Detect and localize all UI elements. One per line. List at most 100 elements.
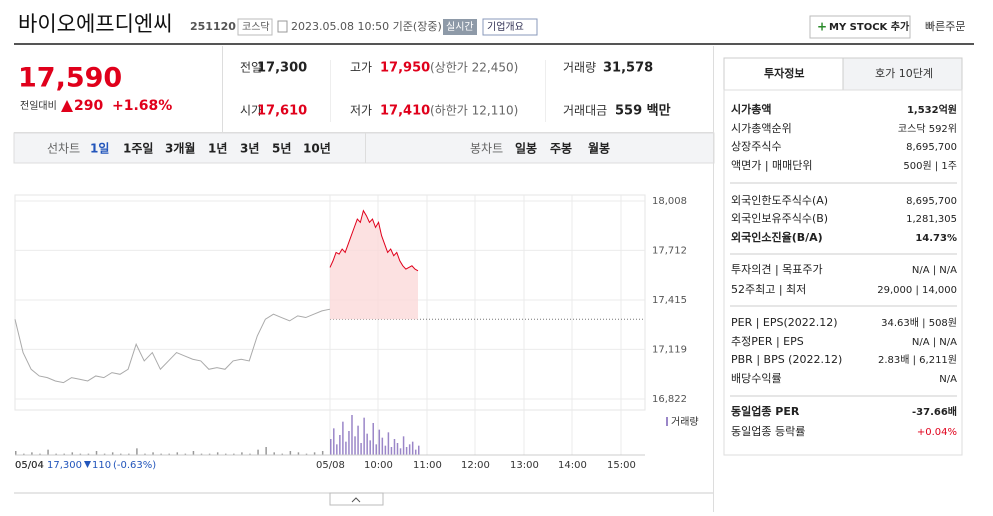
y-tick-label: 17,712 bbox=[652, 245, 687, 256]
volume-bar bbox=[55, 453, 57, 455]
volume-bar bbox=[396, 443, 399, 455]
quote-label: 저가 bbox=[350, 104, 372, 118]
side-label: 배당수익률 bbox=[731, 372, 782, 385]
side-tab-label[interactable]: 호가 10단계 bbox=[875, 67, 933, 80]
quick-order[interactable]: 빠른주문 bbox=[925, 20, 965, 33]
volume-bar bbox=[321, 451, 324, 455]
quote-value: 17,950 bbox=[380, 61, 430, 76]
volume-bar bbox=[200, 453, 203, 455]
volume-bar bbox=[47, 449, 49, 455]
line bbox=[14, 308, 331, 384]
volume-bar bbox=[369, 440, 371, 455]
x-tick-label: 05/08 bbox=[316, 460, 345, 471]
divider bbox=[222, 46, 223, 132]
volume-bar bbox=[144, 453, 146, 455]
volume-bar bbox=[408, 444, 411, 455]
tab[interactable]: 1년 bbox=[208, 142, 227, 156]
volume-bar bbox=[225, 453, 227, 455]
side-tab[interactable] bbox=[842, 57, 963, 91]
quote-value: 17,410 bbox=[380, 104, 430, 119]
side-label: 시가총액 bbox=[731, 102, 771, 116]
volume-bar bbox=[31, 452, 33, 455]
button[interactable] bbox=[809, 15, 911, 39]
company-button[interactable]: 기업개요 bbox=[487, 20, 524, 33]
volume-bar bbox=[351, 415, 353, 455]
tab-label: 봉차트 bbox=[470, 142, 503, 156]
side-value: 29,000 | 14,000 bbox=[877, 285, 957, 296]
tab[interactable]: 월봉 bbox=[588, 141, 610, 156]
volume-bar bbox=[381, 437, 384, 455]
divider bbox=[365, 133, 366, 163]
side-label: 상장주식수 bbox=[731, 140, 782, 153]
button[interactable] bbox=[482, 18, 538, 36]
volume-bar bbox=[289, 451, 292, 455]
volume-bar bbox=[366, 433, 368, 455]
side-label: 시가총액순위 bbox=[731, 122, 792, 135]
volume-bar bbox=[393, 439, 396, 455]
quote-value: 17,610 bbox=[257, 104, 307, 119]
divider bbox=[14, 43, 974, 45]
side-label: 52주최고 | 최저 bbox=[731, 283, 806, 296]
volume-bar bbox=[249, 453, 251, 455]
tab[interactable]: 일봉 bbox=[515, 142, 537, 156]
volume-bar bbox=[241, 452, 243, 455]
change: 290 bbox=[74, 98, 103, 114]
legend-swatch bbox=[666, 417, 668, 426]
volume-bar bbox=[405, 447, 408, 455]
tab[interactable]: 1주일 bbox=[123, 142, 153, 156]
tab[interactable]: 주봉 bbox=[550, 142, 572, 156]
tab[interactable]: 10년 bbox=[303, 142, 331, 156]
volume-bar bbox=[152, 452, 154, 455]
tab[interactable]: 3개월 bbox=[165, 141, 195, 156]
side-label: PER | EPS(2022.12) bbox=[731, 316, 838, 329]
y-tick-label: 17,415 bbox=[652, 295, 687, 306]
tab[interactable]: 3년 bbox=[240, 142, 259, 156]
volume-bar bbox=[345, 441, 347, 455]
down-arrow bbox=[84, 461, 91, 468]
side-value: +0.04% bbox=[917, 427, 957, 438]
mystock-button[interactable]: MY STOCK 추가 bbox=[829, 20, 910, 33]
volume-bar bbox=[192, 451, 195, 455]
quote-label: 거래대금 bbox=[563, 104, 607, 118]
volume-bar bbox=[305, 453, 308, 455]
volume-bar bbox=[136, 448, 138, 455]
volume-bar bbox=[399, 448, 402, 455]
side-value: 코스닥 592위 bbox=[898, 122, 957, 135]
volume-bar bbox=[63, 453, 65, 455]
side-value: N/A bbox=[939, 374, 957, 385]
divider bbox=[713, 46, 714, 512]
side-value: 2.83배 | 6,211원 bbox=[878, 354, 957, 366]
volume-bar bbox=[257, 449, 259, 455]
side-tab-label[interactable]: 투자정보 bbox=[764, 66, 804, 80]
side-label: PBR | BPS (2022.12) bbox=[731, 353, 842, 366]
footer-change: 110 bbox=[92, 460, 111, 471]
y-tick-label: 18,008 bbox=[652, 196, 687, 207]
tab[interactable]: 1일 bbox=[90, 142, 109, 156]
side-value: 500원 | 1주 bbox=[903, 160, 957, 172]
side-value: 1,532억원 bbox=[907, 103, 957, 116]
volume-bar bbox=[120, 453, 122, 455]
volume-bar bbox=[339, 435, 341, 455]
volume-bar bbox=[79, 453, 82, 455]
volume-bar bbox=[313, 452, 316, 455]
tab-label: 선차트 bbox=[47, 142, 80, 156]
x-tick-label: 10:00 bbox=[364, 460, 393, 471]
tab[interactable]: 5년 bbox=[272, 142, 291, 156]
side-label: 동일업종 등락률 bbox=[731, 424, 805, 438]
side-label: 액면가 | 매매단위 bbox=[731, 159, 813, 172]
volume-bar bbox=[342, 421, 344, 455]
chevron bbox=[351, 497, 361, 503]
line bbox=[329, 209, 419, 272]
volume-bar bbox=[378, 429, 381, 455]
volume-bar bbox=[103, 453, 106, 455]
volume-bar bbox=[348, 431, 350, 455]
volume-bar bbox=[208, 453, 211, 455]
volume-bar bbox=[265, 447, 267, 455]
side-tab[interactable] bbox=[723, 57, 844, 91]
up-arrow bbox=[61, 100, 73, 112]
divider bbox=[330, 60, 331, 122]
footer-date: 05/04 bbox=[15, 460, 44, 471]
volume-bar bbox=[281, 453, 284, 455]
volume-bar bbox=[418, 445, 420, 455]
